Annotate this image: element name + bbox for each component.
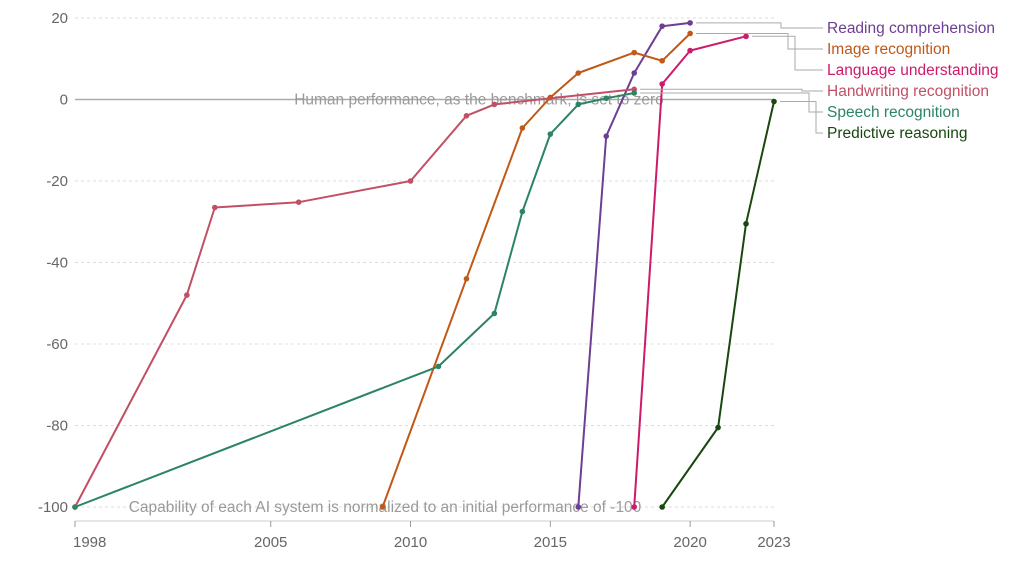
series-handwriting-recognition bbox=[72, 86, 637, 510]
data-point bbox=[603, 133, 610, 139]
series-line bbox=[661, 101, 775, 508]
y-tick-label: 20 bbox=[51, 10, 68, 27]
data-point bbox=[463, 113, 470, 119]
legend-connector bbox=[696, 33, 823, 50]
legend-label: Reading comprehension bbox=[827, 20, 995, 37]
series-line bbox=[633, 35, 747, 508]
x-tick-label: 2020 bbox=[673, 534, 706, 551]
data-point bbox=[72, 504, 78, 510]
series-line bbox=[74, 88, 635, 508]
data-point bbox=[715, 424, 721, 431]
legend-label: Handwriting recognition bbox=[827, 83, 989, 100]
legend-label: Speech recognition bbox=[827, 104, 960, 121]
legend-connector bbox=[640, 88, 823, 92]
data-point bbox=[631, 90, 637, 96]
data-point bbox=[435, 363, 442, 370]
y-gridlines bbox=[75, 17, 774, 508]
x-tick-label: 2015 bbox=[534, 534, 567, 551]
data-point bbox=[659, 504, 665, 510]
y-tick-label: -40 bbox=[46, 255, 68, 272]
data-point bbox=[743, 33, 749, 40]
data-point bbox=[547, 131, 554, 137]
data-point bbox=[575, 101, 582, 108]
legend-connector bbox=[752, 35, 823, 71]
x-tick-label: 2005 bbox=[254, 534, 287, 551]
data-point bbox=[575, 504, 582, 510]
series-lines bbox=[72, 20, 777, 510]
data-point bbox=[687, 47, 693, 54]
series-line bbox=[74, 92, 635, 508]
x-tick-label: 2010 bbox=[394, 534, 427, 551]
data-point bbox=[519, 125, 526, 131]
legend: Reading comprehension Image recognition La… bbox=[640, 20, 999, 142]
legend-label: Image recognition bbox=[827, 41, 950, 58]
data-point bbox=[295, 199, 302, 205]
y-axis-tick-labels: 20 0 -20 -40 -60 -80 -100 bbox=[38, 10, 68, 516]
y-tick-label: -100 bbox=[38, 499, 68, 516]
legend-connector bbox=[780, 101, 823, 134]
series-language-understanding bbox=[631, 33, 749, 510]
legend-label: Predictive reasoning bbox=[827, 125, 967, 142]
data-point bbox=[491, 310, 498, 317]
x-tick-label: 1998 bbox=[73, 534, 106, 551]
data-point bbox=[631, 70, 637, 76]
data-point bbox=[603, 95, 610, 102]
x-tick-label: 2023 bbox=[757, 534, 790, 551]
data-point bbox=[659, 57, 665, 64]
y-tick-label: -80 bbox=[46, 418, 68, 435]
data-point bbox=[687, 30, 693, 37]
legend-label: Language understanding bbox=[827, 62, 999, 79]
data-point bbox=[491, 101, 498, 108]
data-point bbox=[184, 292, 190, 298]
x-axis: 1998 2005 2010 2015 2020 2023 bbox=[73, 520, 791, 551]
data-point bbox=[743, 220, 749, 227]
series-speech-recognition bbox=[72, 90, 637, 510]
series-predictive-reasoning bbox=[659, 98, 777, 510]
data-point bbox=[379, 504, 386, 510]
y-tick-label: -20 bbox=[46, 173, 68, 190]
data-point bbox=[687, 20, 693, 26]
series-reading-comprehension bbox=[575, 20, 693, 510]
data-point bbox=[575, 70, 582, 76]
data-point bbox=[212, 204, 218, 211]
data-point bbox=[519, 208, 526, 215]
data-point bbox=[463, 276, 470, 282]
legend-connector bbox=[640, 92, 823, 113]
data-point bbox=[659, 23, 665, 29]
legend-connector bbox=[696, 22, 823, 29]
series-image-recognition bbox=[379, 30, 693, 510]
series-line bbox=[381, 32, 691, 508]
y-tick-label: -60 bbox=[46, 336, 68, 353]
data-point bbox=[407, 178, 414, 184]
data-point bbox=[771, 98, 777, 105]
y-tick-label: 0 bbox=[60, 92, 68, 109]
data-point bbox=[659, 81, 665, 87]
data-point bbox=[631, 49, 637, 56]
data-point bbox=[631, 504, 637, 510]
